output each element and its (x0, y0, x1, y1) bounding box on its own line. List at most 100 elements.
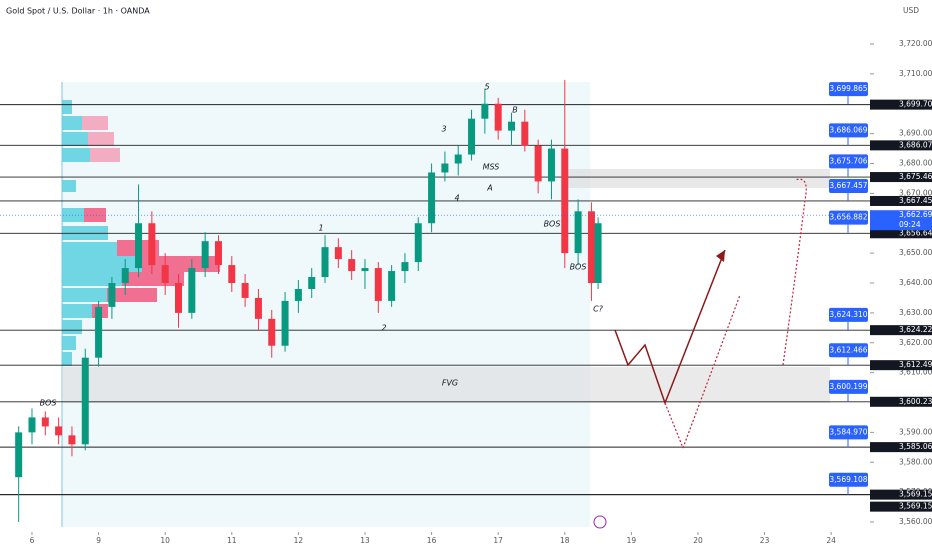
y-tick-label: 3,630.000 (899, 308, 932, 317)
candle-body (587, 211, 595, 283)
candle-body (68, 435, 76, 445)
x-tick-label: 11 (227, 536, 237, 545)
level-tag (870, 396, 932, 407)
candle-body (508, 121, 516, 131)
y-tick-label: 3,710.000 (899, 69, 932, 78)
x-tick-label: 19 (627, 536, 637, 545)
level-tag (870, 501, 932, 512)
level-label: 3,624.220 (899, 325, 932, 334)
alert-label: 3,675.706 (829, 156, 867, 165)
candle-body (334, 247, 342, 260)
x-tick-label: 10 (160, 536, 170, 545)
alert-label: 3,699.865 (829, 84, 867, 93)
annotation: 4 (454, 194, 459, 203)
candle-body (561, 148, 569, 254)
candle-body (161, 265, 169, 283)
y-tick-label: 3,640.000 (899, 278, 932, 287)
level-label: 3,667.456 (899, 196, 932, 205)
level-label: 3,600.237 (899, 397, 932, 406)
projection-path (614, 249, 726, 406)
candle-body (135, 223, 143, 269)
last-price-label: 3,662.695 (899, 210, 932, 219)
candle-body (401, 262, 409, 272)
candle-body (214, 241, 222, 266)
level-tag (870, 99, 932, 110)
y-tick-label: 3,620.000 (899, 338, 932, 347)
session-zone (62, 82, 590, 527)
y-tick-label: 3,560.000 (899, 517, 932, 526)
y-tick-label: 3,590.000 (899, 427, 932, 436)
candle-body (374, 268, 382, 301)
alt-projection-2 (782, 178, 807, 366)
countdown: 09:24 (899, 220, 921, 229)
candle-body (521, 121, 529, 146)
annotation: 3 (441, 125, 446, 134)
candle-body (594, 223, 602, 283)
level-tag (870, 172, 932, 183)
candle-body (148, 223, 156, 266)
volume-profile (62, 100, 220, 366)
y-tick-label: 3,690.000 (899, 129, 932, 138)
alert-label: 3,656.882 (829, 213, 867, 222)
candle-body (28, 417, 36, 433)
candle-body (454, 154, 462, 164)
candle-body (55, 426, 63, 436)
x-tick-label: 24 (826, 536, 836, 545)
candle-body (481, 103, 489, 119)
alert-label: 3,569.108 (829, 475, 867, 484)
alert-tag (829, 307, 868, 322)
level-tag (870, 325, 932, 336)
x-tick-label: 18 (560, 536, 570, 545)
annotation: C? (593, 305, 604, 314)
alert-label: 3,686.069 (829, 125, 867, 134)
annotation: B (512, 106, 518, 115)
annotation: BOS (570, 263, 587, 272)
price-axis (870, 0, 932, 550)
candle-body (175, 283, 183, 313)
candle-body (241, 283, 249, 298)
candle-body (201, 241, 209, 269)
candle-body (468, 118, 476, 155)
alert-tag (829, 425, 868, 440)
candle-body (494, 103, 502, 131)
candle-body (268, 318, 276, 346)
alert-label: 3,612.466 (829, 345, 867, 354)
level-tag (870, 195, 932, 206)
candle-body (228, 265, 236, 283)
candle-body (121, 268, 129, 283)
y-tick-label: 3,650.000 (899, 248, 932, 257)
y-tick-label: 3,610.000 (899, 368, 932, 377)
alert-tag (829, 178, 868, 193)
candle-body (294, 288, 302, 301)
alert-tag (829, 82, 868, 97)
candle-body (547, 148, 555, 182)
level-label: 3,612.499 (899, 360, 932, 369)
level-tag (870, 360, 932, 371)
event-icon[interactable] (593, 515, 607, 529)
supply-zone (562, 169, 830, 188)
level-tag (870, 140, 932, 151)
candle-body (428, 172, 436, 224)
alert-label: 3,624.310 (829, 310, 867, 319)
alert-tag (829, 123, 868, 138)
candle-body (414, 223, 422, 263)
candle-body (574, 211, 582, 254)
candle-body (95, 306, 103, 358)
x-tick-label: 23 (760, 536, 770, 545)
level-label: 3,699.707 (899, 100, 932, 109)
x-tick-label: 20 (693, 536, 703, 545)
candle-body (388, 271, 396, 301)
candle-body (281, 300, 289, 346)
annotation: MSS (483, 163, 500, 172)
annotation: A (486, 184, 492, 193)
alert-tag (829, 154, 868, 169)
annotation: 5 (484, 83, 489, 92)
level-label: 3,686.072 (899, 140, 932, 149)
y-tick-label: 3,670.000 (899, 188, 932, 197)
x-tick-label: 6 (30, 536, 35, 545)
annotation: BOS (40, 399, 57, 408)
alt-projection-3 (664, 402, 684, 449)
candle-body (108, 283, 116, 307)
y-tick-label: 3,680.000 (899, 159, 932, 168)
